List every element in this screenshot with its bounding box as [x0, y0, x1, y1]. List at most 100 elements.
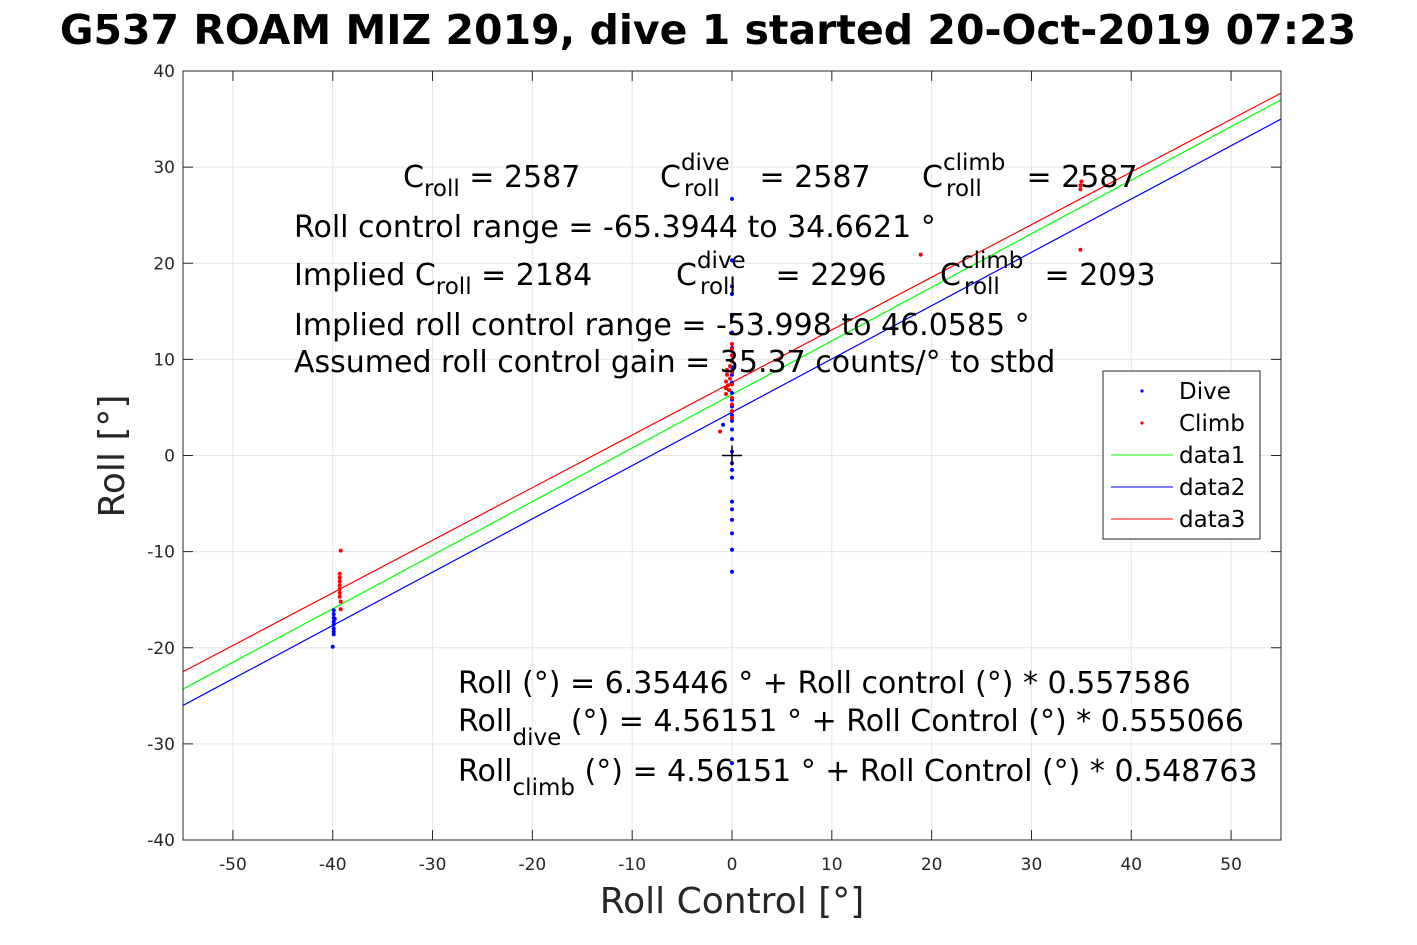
dive-point: [331, 608, 336, 613]
climb-point: [337, 587, 342, 592]
climb-point: [1079, 179, 1084, 184]
climb-point: [718, 429, 723, 434]
legend-dive-label: Dive: [1179, 379, 1231, 405]
x-axis-label: Roll Control [°]: [600, 881, 865, 922]
c-roll-annotation: Croll = 2587: [403, 160, 580, 202]
x-tick-label: 10: [821, 855, 843, 875]
y-tick-label: -40: [147, 831, 175, 851]
dive-point: [730, 517, 734, 522]
dive-point: [730, 427, 734, 432]
climb-point: [730, 395, 734, 400]
climb-point: [338, 548, 343, 553]
climb-point: [726, 383, 731, 388]
dive-point: [730, 418, 734, 423]
dive-point: [730, 499, 734, 504]
climb-point: [730, 416, 734, 421]
legend-dive-marker: [1140, 389, 1144, 393]
x-tick-label: 30: [1021, 855, 1043, 875]
gain-annotation: Assumed roll control gain = 35.37 counts…: [294, 345, 1055, 380]
climb-point: [1078, 183, 1083, 188]
dive-point: [730, 507, 734, 512]
climb-point: [728, 364, 733, 369]
dive-point: [331, 632, 336, 637]
fit-dive-annotation: Rolldive (°) = 4.56151 ° + Roll Control …: [458, 704, 1244, 751]
dive-point: [730, 475, 734, 480]
annotations: Croll = 2587 Cdive roll = 2587 Cclimb roll…: [294, 150, 1258, 801]
x-tick-label: 0: [727, 855, 738, 875]
climb-point: [1078, 247, 1083, 252]
x-tick-label: -50: [219, 855, 247, 875]
climb-point: [730, 341, 734, 346]
x-tick-label: -20: [518, 855, 546, 875]
climb-point: [730, 382, 734, 387]
climb-point: [337, 590, 342, 595]
dive-point: [730, 196, 734, 201]
implied-range-annotation: Implied roll control range = -53.998 to …: [294, 308, 1030, 343]
dive-point: [730, 531, 734, 536]
dive-point: [730, 372, 734, 377]
climb-point: [337, 571, 342, 576]
y-tick-label: -30: [147, 735, 175, 755]
x-tick-label: 20: [921, 855, 943, 875]
implied-c-roll-dive-annotation: Cdive roll = 2296: [676, 248, 887, 300]
legend-climb-marker: [1140, 421, 1144, 425]
climb-point: [725, 372, 730, 377]
dive-point: [730, 391, 734, 396]
c-roll-dive-annotation: Cdive roll = 2587: [660, 150, 871, 202]
y-tick-label: -20: [147, 639, 175, 659]
implied-c-roll-annotation: Implied Croll = 2184: [294, 258, 592, 300]
climb-point: [725, 367, 730, 372]
climb-point: [727, 388, 732, 393]
y-tick-label: 40: [153, 62, 175, 82]
y-tick-label: 10: [153, 350, 175, 370]
dive-point: [331, 612, 336, 617]
fit-climb-annotation: Rollclimb (°) = 4.56151 ° + Roll Control…: [458, 754, 1258, 801]
climb-point: [337, 575, 342, 580]
x-tick-label: -40: [319, 855, 347, 875]
y-tick-label: 20: [153, 254, 175, 274]
dive-point: [331, 626, 336, 631]
climb-point: [337, 594, 342, 599]
dive-point: [730, 258, 734, 263]
climb-point: [730, 369, 734, 374]
climb-point: [730, 359, 734, 364]
x-tick-label: -10: [618, 855, 646, 875]
climb-point: [730, 346, 734, 351]
dive-point: [730, 437, 734, 442]
climb-point: [338, 599, 343, 604]
x-tick-label: -30: [419, 855, 447, 875]
legend-data2-label: data2: [1179, 475, 1245, 501]
legend-climb-label: Climb: [1179, 411, 1245, 437]
y-tick-label: -10: [147, 543, 175, 563]
climb-point: [724, 379, 729, 384]
climb-point: [724, 391, 729, 396]
fit-all-annotation: Roll (°) = 6.35446 ° + Roll control (°) …: [458, 666, 1191, 701]
legend-data3-label: data3: [1179, 507, 1245, 533]
climb-point: [918, 252, 923, 257]
climb-point: [724, 386, 729, 391]
climb-point: [1078, 187, 1083, 192]
x-tick-label: 50: [1220, 855, 1242, 875]
dive-point: [331, 629, 336, 634]
y-tick-label: 30: [153, 158, 175, 178]
climb-point: [338, 607, 343, 612]
dive-point: [730, 569, 734, 574]
climb-point: [728, 376, 733, 381]
climb-point: [730, 353, 734, 358]
dive-point: [730, 467, 734, 472]
climb-point: [337, 583, 342, 588]
dive-point: [730, 314, 734, 319]
legend-data1-label: data1: [1179, 443, 1245, 469]
implied-c-roll-climb-annotation: Cclimb roll = 2093: [940, 248, 1156, 300]
dive-point: [730, 292, 734, 297]
dive-point: [721, 422, 726, 427]
climb-point: [730, 409, 734, 414]
y-axis-label: Roll [°]: [92, 395, 133, 518]
dive-point: [730, 547, 734, 552]
ticks: -50 -40 -30 -20 -10 0 10 20 30 40 50 -40 -30 -20 -10 0 1…: [147, 62, 1281, 875]
y-tick-label: 0: [164, 447, 175, 467]
c-roll-climb-annotation: Cclimb roll = 2587: [922, 150, 1138, 202]
dive-point: [331, 622, 336, 627]
dive-point: [730, 413, 734, 418]
